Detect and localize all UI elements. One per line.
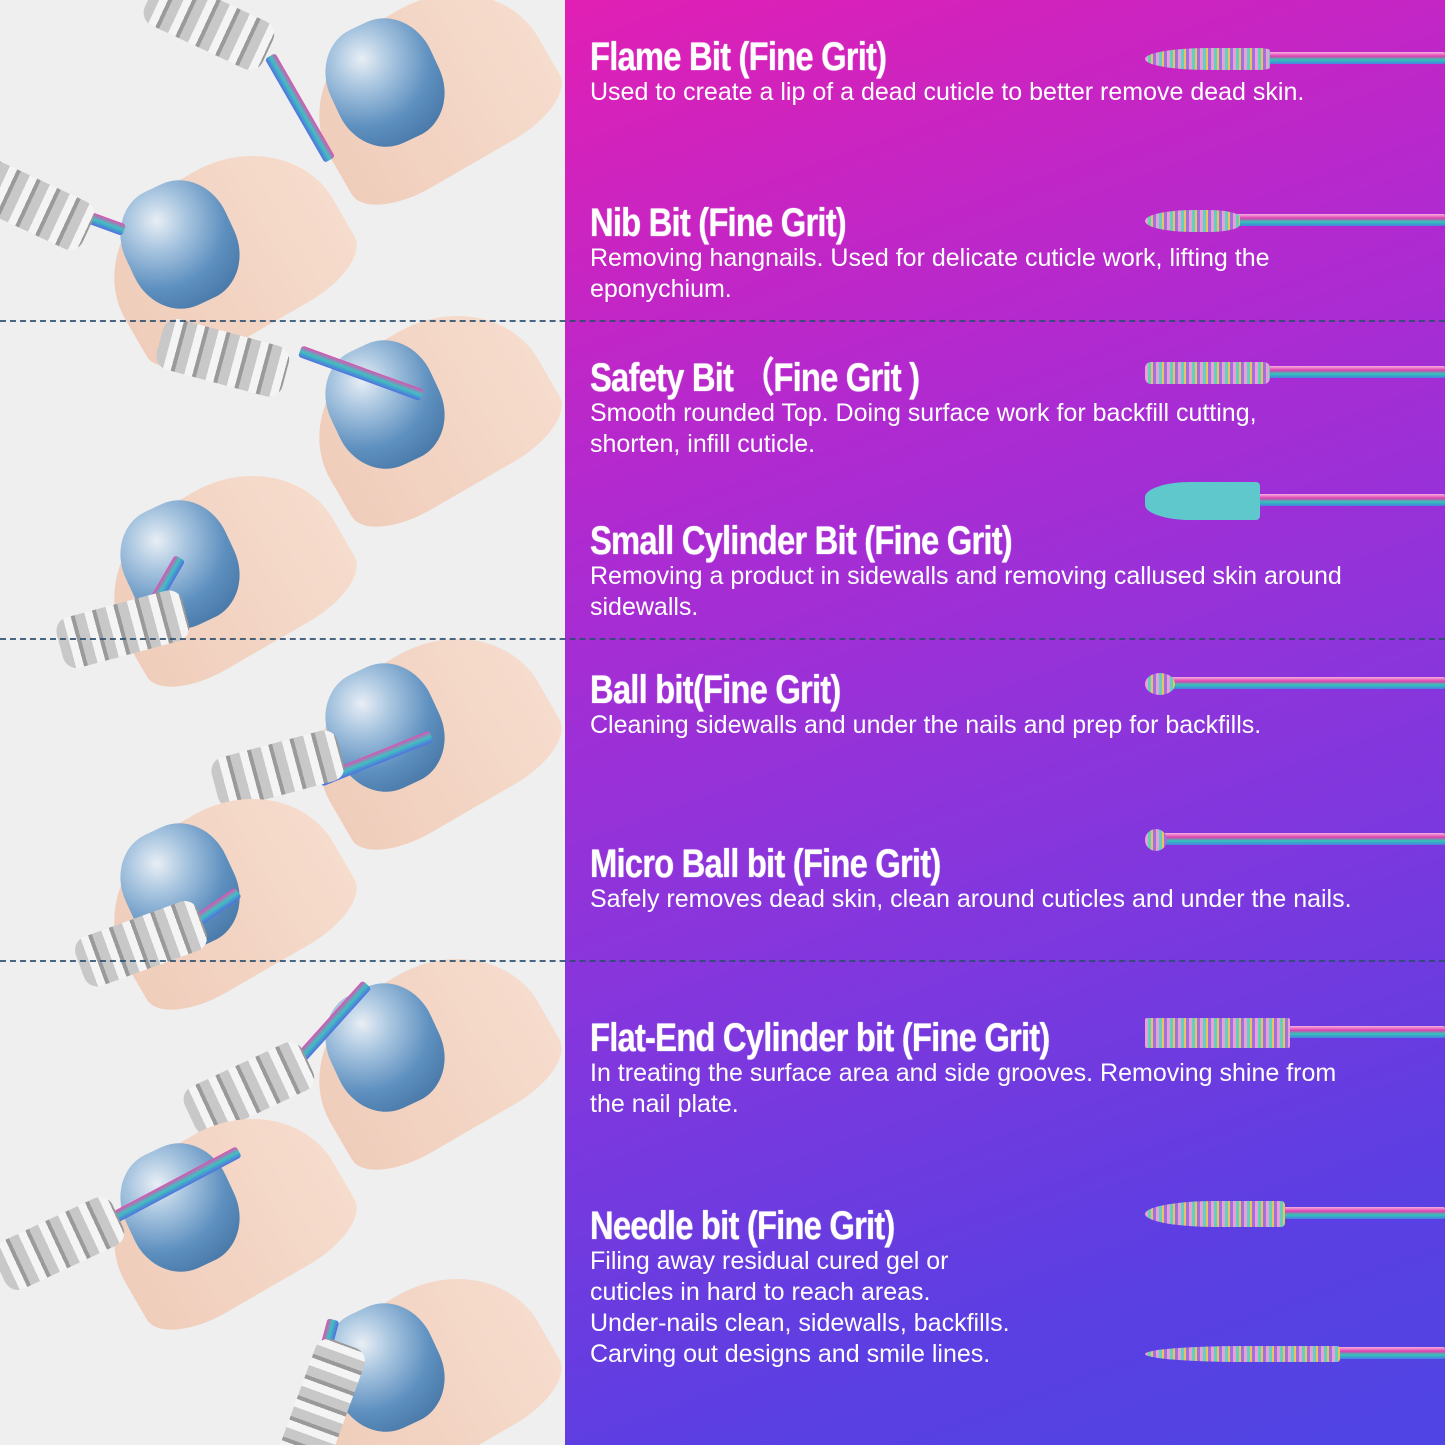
bit-head bbox=[1145, 362, 1270, 384]
bit-description: Smooth rounded Top. Doing surface work f… bbox=[590, 399, 1257, 458]
bit-title: Ball bit(Fine Grit) bbox=[590, 668, 841, 712]
bit-head bbox=[1145, 210, 1240, 232]
needle-bit-image bbox=[1145, 1201, 1445, 1227]
bit-description: Removing hangnails. Used for delicate cu… bbox=[590, 244, 1270, 303]
bit-entry-nib: Nib Bit (Fine Grit) Removing hangnails. U… bbox=[590, 201, 1270, 305]
bit-head bbox=[1145, 829, 1167, 851]
bit-description: Removing a product in sidewalls and remo… bbox=[590, 562, 1342, 621]
bit-entry-small-cylinder: Small Cylinder Bit (Fine Grit) Removing a… bbox=[590, 519, 1342, 623]
bit-shank bbox=[1170, 677, 1445, 689]
bit-shank bbox=[1255, 494, 1445, 506]
bit-title: Micro Ball bit (Fine Grit) bbox=[590, 842, 941, 886]
divider-line bbox=[0, 960, 1445, 962]
bit-shank bbox=[1235, 214, 1445, 226]
bit-title: Flat-End Cylinder bit (Fine Grit) bbox=[590, 1016, 1050, 1060]
drill-handpiece-image bbox=[139, 0, 279, 75]
divider-line bbox=[0, 638, 1445, 640]
needle-bit-long-image bbox=[1145, 1343, 1445, 1362]
bit-entry-flame: Flame Bit (Fine Grit) Used to create a li… bbox=[590, 35, 1304, 108]
bit-shank bbox=[1265, 366, 1445, 378]
bit-descriptions-panel bbox=[565, 0, 1445, 1445]
bit-entry-safety: Safety Bit （Fine Grit ) Smooth rounded To… bbox=[590, 356, 1257, 460]
bit-shank bbox=[1265, 52, 1445, 64]
divider-line bbox=[0, 320, 1445, 322]
bit-entry-micro-ball: Micro Ball bit (Fine Grit) Safely removes… bbox=[590, 842, 1352, 915]
bit-shank bbox=[1280, 1207, 1445, 1219]
bit-title: Needle bit (Fine Grit) bbox=[590, 1204, 895, 1248]
safety-bit-image bbox=[1145, 362, 1445, 384]
bit-title: Flame Bit (Fine Grit) bbox=[590, 35, 887, 79]
bit-description: Safely removes dead skin, clean around c… bbox=[590, 885, 1352, 913]
bit-title: Safety Bit （Fine Grit ) bbox=[590, 356, 920, 400]
nail-illustrations-panel bbox=[0, 0, 565, 1445]
bit-entry-ball: Ball bit(Fine Grit) Cleaning sidewalls an… bbox=[590, 668, 1261, 741]
bit-title: Nib Bit (Fine Grit) bbox=[590, 201, 847, 245]
bit-entry-needle: Needle bit (Fine Grit) Filing away residu… bbox=[590, 1204, 1010, 1370]
flame-bit-image bbox=[1145, 48, 1445, 70]
bit-head bbox=[1145, 48, 1270, 70]
small-cylinder-bit-image bbox=[1145, 482, 1445, 520]
drill-handpiece-image bbox=[0, 1192, 129, 1295]
bit-head bbox=[1145, 1018, 1290, 1048]
micro-ball-bit-image bbox=[1145, 829, 1445, 851]
bit-shank bbox=[1335, 1347, 1445, 1359]
bit-description: Used to create a lip of a dead cuticle t… bbox=[590, 78, 1305, 106]
bit-head bbox=[1145, 1346, 1340, 1362]
bit-description: In treating the surface area and side gr… bbox=[590, 1059, 1337, 1118]
drill-handpiece-image bbox=[0, 152, 99, 255]
bit-description: Cleaning sidewalls and under the nails a… bbox=[590, 711, 1262, 739]
bit-head bbox=[1145, 482, 1260, 520]
bit-entry-flat-end-cylinder: Flat-End Cylinder bit (Fine Grit) In trea… bbox=[590, 1016, 1336, 1120]
bit-shank bbox=[1285, 1026, 1445, 1038]
nib-bit-image bbox=[1145, 210, 1445, 232]
flat-end-cylinder-bit-image bbox=[1145, 1018, 1445, 1048]
drill-handpiece-image bbox=[208, 727, 348, 812]
bit-shank bbox=[1162, 833, 1445, 845]
ball-bit-image bbox=[1145, 673, 1445, 695]
bit-head bbox=[1145, 1201, 1285, 1227]
bit-description: Filing away residual cured gel or cuticl… bbox=[590, 1247, 1010, 1368]
bit-title: Small Cylinder Bit (Fine Grit) bbox=[590, 519, 1013, 563]
bit-head bbox=[1145, 673, 1175, 695]
